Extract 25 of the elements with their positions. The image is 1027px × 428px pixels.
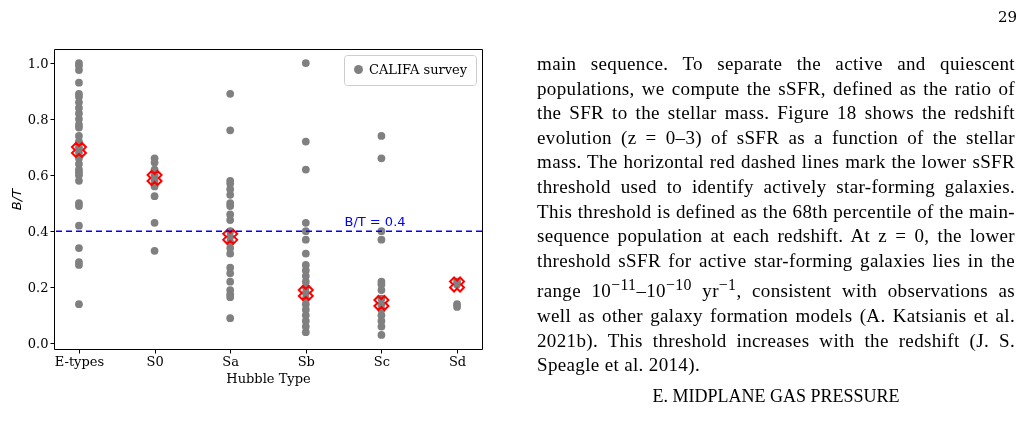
point xyxy=(297,284,314,301)
x-tick-label: Sb xyxy=(297,353,315,369)
y-tick-label: 0.4 xyxy=(27,223,49,239)
y-tick-label: 0.2 xyxy=(27,279,49,295)
text: main sequence. To separate the active and quiescent populations, we compute the sSFR, defined as the ratio of the SFR to the stellar mass. Figure 18 shows the redshift evolution (z = 0–3) of sSFR as a function of the stellar mass. The horizontal red dashed lines mark the lower sSFR threshold used to identify actively star-forming galaxies. This threshold is defined as the 68th percentile of the main-sequence population at each redshift. At z = 0, the lower threshold sSFR for active star-forming galaxies lies in the range 10$^{−11}$–10$^{−10}$ yr$^{−1}$, consistent with observations as well as other galaxy formation models (A. Katsianis et al. 2021b). This threshold increases with the redshift (J. S. Speagle et al. 2014). xyxy=(537,53,1015,376)
y-tick-label: 0.6 xyxy=(27,167,49,183)
y-tick-label: 0.0 xyxy=(27,335,49,351)
x-tick-label: E-types xyxy=(54,353,105,369)
ref-line-label: B/T = 0.4 xyxy=(344,214,406,230)
x-tick-label: Sd xyxy=(448,353,467,369)
point xyxy=(70,141,87,158)
y-axis-title: B/T xyxy=(8,187,24,211)
x-axis-title: Hubble Type xyxy=(226,370,311,386)
text: 29 xyxy=(997,8,1017,26)
legend-label: CALIFA survey xyxy=(369,61,468,77)
point xyxy=(222,228,239,245)
y-tick-label: 0.8 xyxy=(27,111,49,127)
x-tick-label: Sc xyxy=(373,353,391,369)
text: E. MIDPLANE GAS PRESSURE xyxy=(651,386,901,407)
x-tick-label: Sa xyxy=(222,353,240,369)
point xyxy=(146,169,163,186)
x-tick-label: S0 xyxy=(146,353,164,369)
point xyxy=(449,276,466,293)
y-tick-label: 1.0 xyxy=(27,55,49,71)
point xyxy=(373,295,390,312)
